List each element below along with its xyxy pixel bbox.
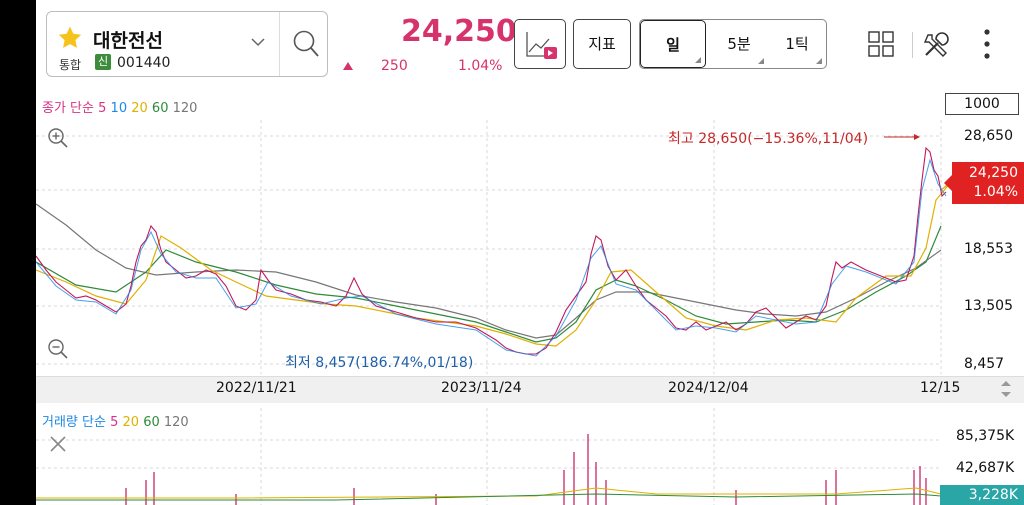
period-5min-button[interactable]: 5분	[710, 20, 768, 68]
current-price-tag-value: 24,250	[969, 165, 1018, 181]
ma60-line	[36, 225, 942, 343]
current-price-tag: 24,250 1.04%	[944, 162, 1024, 204]
period-day-label: 일	[666, 36, 680, 54]
market-label: 통합	[59, 58, 82, 72]
volume-legend: 거래량 단순 5 20 60 120	[42, 411, 189, 430]
date-label-2: 2023/11/24	[441, 380, 522, 396]
price-change: 250	[381, 58, 408, 74]
ma-5-label: 5	[98, 101, 107, 116]
layout-grid-icon[interactable]	[868, 31, 894, 57]
vol-ma-5-label: 5	[110, 415, 119, 430]
volume-ma-line	[36, 487, 942, 499]
period-1tick-button[interactable]: 1틱	[768, 20, 826, 68]
vol-ma-120-label: 120	[163, 415, 189, 430]
stock-name: 대한전선	[93, 30, 163, 52]
date-label-4: 12/15	[920, 380, 961, 396]
scale-box[interactable]: 1000	[945, 93, 1019, 115]
zoom-out-icon[interactable]	[47, 338, 69, 360]
current-volume-tag: 3,228K	[940, 485, 1024, 505]
high-marker-arrow	[914, 134, 920, 140]
date-label-1: 2022/11/21	[216, 380, 297, 396]
corner-indicator-icon	[816, 58, 822, 64]
ma120-line	[36, 203, 942, 339]
chart-type-button[interactable]	[514, 19, 566, 69]
search-button[interactable]	[279, 12, 330, 76]
volume-legend-prefix: 거래량 단순	[42, 415, 106, 430]
star-icon[interactable]	[57, 25, 83, 51]
search-icon	[293, 30, 319, 57]
low-annotation: 최저 8,457(186.74%,01/18)	[285, 355, 474, 371]
volume-bars	[125, 434, 927, 505]
indicator-button[interactable]: 지표	[573, 19, 631, 69]
axis-scroll-icon[interactable]	[994, 378, 1018, 400]
zoom-in-icon[interactable]	[47, 127, 69, 149]
period-1tick-label: 1틱	[785, 35, 809, 53]
line-chart-play-icon	[526, 32, 557, 59]
vol-ma-60-label: 60	[143, 415, 160, 430]
current-rate-tag-value: 1.04%	[973, 184, 1018, 200]
price-line-blue	[36, 158, 947, 357]
period-day-button[interactable]: 일	[640, 20, 706, 68]
up-triangle-icon	[343, 62, 353, 70]
price-axis-high: 28,650	[964, 128, 1013, 144]
chevron-down-icon[interactable]	[251, 37, 265, 47]
tools-icon[interactable]	[922, 29, 952, 59]
volume-axis-high: 85,375K	[956, 428, 1015, 444]
ma20-line	[36, 181, 952, 347]
toolbar-divider	[912, 32, 913, 58]
vol-ma-20-label: 20	[122, 415, 140, 430]
app-window: 대한전선 통합 신 001440 24,250 250 1.04% 지표 일	[36, 0, 1024, 505]
corner-indicator-icon	[758, 58, 764, 64]
more-vertical-icon[interactable]	[982, 27, 992, 61]
period-selector: 일 5분 1틱	[639, 19, 827, 69]
period-5min-label: 5분	[727, 35, 751, 53]
date-axis[interactable]: 2022/11/21 2023/11/24 2024/12/04 12/15	[36, 376, 1024, 403]
current-price: 24,250	[401, 14, 517, 49]
ma-20-label: 20	[131, 101, 148, 116]
credit-badge: 신	[95, 54, 111, 70]
stock-selector[interactable]: 대한전선 통합 신 001440	[46, 11, 328, 77]
close-icon[interactable]	[48, 434, 68, 454]
ma-60-label: 60	[151, 101, 169, 116]
corner-indicator-icon	[695, 57, 701, 63]
volume-ma-line-green	[36, 493, 942, 501]
volume-axis-mid: 42,687K	[956, 460, 1015, 476]
high-annotation: 최고 28,650(−15.36%,11/04)	[668, 131, 869, 147]
date-label-3: 2024/12/04	[668, 380, 749, 396]
price-axis-mid-low: 13,505	[964, 298, 1013, 314]
price-axis-mid-high: 18,553	[964, 241, 1013, 257]
ma-120-label: 120	[172, 101, 198, 116]
ma-legend: 종가 단순 5 10 20 60 120	[42, 97, 197, 116]
stock-code: 001440	[117, 55, 171, 71]
price-change-rate: 1.04%	[458, 58, 503, 74]
ma-legend-prefix: 종가 단순	[42, 101, 94, 116]
ma-10-label: 10	[110, 101, 128, 116]
price-axis-low: 8,457	[964, 356, 1005, 372]
price-line	[36, 146, 947, 355]
